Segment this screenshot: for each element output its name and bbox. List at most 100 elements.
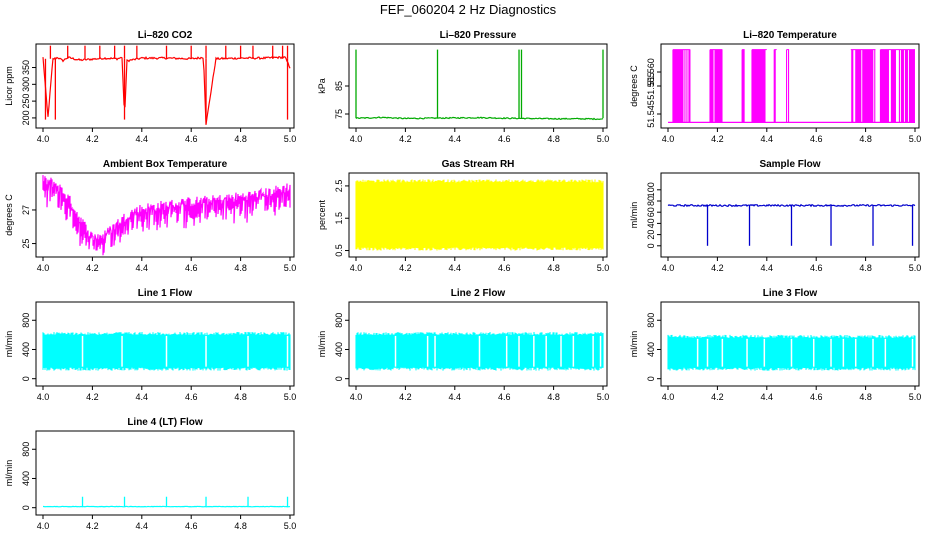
x-tick-label: 4.4 [761, 263, 774, 273]
x-tick-label: 5.0 [909, 263, 922, 273]
x-tick-label: 4.2 [711, 134, 724, 144]
x-tick-label: 4.2 [399, 263, 412, 273]
x-tick-label: 4.4 [136, 392, 149, 402]
x-tick-label: 4.2 [711, 392, 724, 402]
x-tick-label: 4.8 [234, 263, 247, 273]
panel-frame [35, 430, 295, 516]
series-pressure [355, 49, 604, 121]
y-tick-label: 85 [334, 81, 344, 91]
x-tick-label: 4.4 [761, 392, 774, 402]
panel-temp: Li–820 Temperature 4.0 4.2 4.4 4.6 4.8 5.0 51.5… [629, 30, 921, 144]
panel-frame [660, 172, 920, 258]
series-sample [667, 203, 916, 246]
x-tick-label: 5.0 [284, 134, 297, 144]
x-tick-label: 5.0 [909, 134, 922, 144]
panel-frame [348, 301, 608, 387]
x-tick-label: 4.0 [350, 392, 363, 402]
y-tick-label: 0 [21, 376, 31, 381]
x-tick-label: 4.8 [234, 392, 247, 402]
series-ambient [42, 175, 291, 256]
panel-frame [35, 43, 295, 129]
panel-frame [35, 172, 295, 258]
y-tick-label: 27 [21, 205, 31, 215]
y-tick-label: 100 [646, 182, 656, 197]
y-tick-label: 51.545 [646, 100, 656, 128]
x-tick-label: 4.4 [449, 392, 462, 402]
series-fill [355, 331, 604, 371]
panel-pressure: Li–820 Pressure 4.0 4.2 4.4 4.6 4.8 5.0 75 85 kPa [317, 30, 609, 144]
panel-title: Line 3 Flow [763, 288, 818, 299]
x-tick-label: 4.0 [662, 392, 675, 402]
y-tick-label: 0 [334, 376, 344, 381]
x-tick-label: 4.6 [185, 134, 198, 144]
series-rh [355, 179, 604, 251]
x-tick-label: 4.4 [449, 263, 462, 273]
x-tick-label: 4.6 [498, 134, 511, 144]
temperature-band [851, 49, 876, 123]
y-axis-label: ml/min [629, 331, 639, 358]
x-tick-label: 4.0 [37, 134, 50, 144]
series-line1 [42, 331, 291, 371]
series-line2 [355, 331, 604, 371]
x-tick-label: 5.0 [597, 263, 610, 273]
x-tick-label: 4.8 [859, 134, 872, 144]
series-co2 [42, 45, 291, 125]
x-tick-label: 4.0 [37, 521, 50, 531]
x-tick-label: 4.6 [810, 134, 823, 144]
x-tick-label: 4.8 [234, 521, 247, 531]
y-tick-label: 800 [646, 313, 656, 328]
panel-ambient: Ambient Box Temperature 4.0 4.2 4.4 4.6 4.8 5.… [4, 159, 296, 273]
y-axis-label: Licor ppm [4, 66, 14, 106]
panel-line2: Line 2 Flow 4.0 4.2 4.4 4.6 4.8 5.0 0 400 800 ml/m… [317, 288, 609, 402]
temperature-band [741, 49, 745, 123]
x-tick-label: 4.6 [498, 263, 511, 273]
x-tick-label: 4.6 [810, 392, 823, 402]
x-tick-label: 4.4 [136, 263, 149, 273]
x-tick-label: 4.6 [185, 521, 198, 531]
y-tick-label: 400 [646, 342, 656, 357]
y-tick-label: 300 [21, 77, 31, 92]
y-tick-label: 25 [21, 239, 31, 249]
panel-title: Line 1 Flow [138, 288, 193, 299]
y-tick-label: 400 [21, 471, 31, 486]
x-tick-label: 4.6 [810, 263, 823, 273]
y-tick-label: 75 [334, 109, 344, 119]
x-tick-label: 4.2 [711, 263, 724, 273]
x-tick-label: 5.0 [284, 263, 297, 273]
x-tick-label: 4.4 [136, 134, 149, 144]
y-axis-label: ml/min [4, 460, 14, 487]
figure-title: FEF_060204 2 Hz Diagnostics [379, 2, 557, 17]
y-axis-label: percent [317, 199, 327, 230]
panel-frame [660, 301, 920, 387]
panel-title: Sample Flow [759, 159, 820, 170]
y-tick-label: 400 [21, 342, 31, 357]
series-line3 [667, 334, 916, 371]
temperature-band [786, 49, 790, 123]
x-tick-label: 4.0 [37, 263, 50, 273]
y-tick-label: 350 [21, 60, 31, 75]
panel-frame [35, 301, 295, 387]
panel-frame [348, 43, 608, 129]
panel-title: Line 4 (LT) Flow [127, 417, 203, 428]
y-tick-label: 200 [21, 110, 31, 125]
x-tick-label: 4.4 [761, 134, 774, 144]
panel-title: Ambient Box Temperature [103, 159, 228, 170]
series-line [42, 55, 291, 125]
y-axis-label: ml/min [629, 202, 639, 229]
panel-line1: Line 1 Flow 4.0 4.2 4.4 4.6 4.8 5.0 0 400 800 ml/m… [4, 288, 296, 402]
x-tick-label: 5.0 [909, 392, 922, 402]
y-tick-label: 400 [334, 342, 344, 357]
x-tick-label: 4.8 [859, 263, 872, 273]
x-tick-label: 4.4 [449, 134, 462, 144]
panel-title: Li–820 Pressure [440, 30, 517, 41]
series-temp [668, 49, 915, 124]
y-tick-label: 0 [646, 243, 656, 248]
temperature-band [879, 49, 915, 123]
x-tick-label: 4.2 [399, 134, 412, 144]
temperature-band [773, 49, 776, 123]
x-tick-label: 4.8 [547, 392, 560, 402]
x-tick-label: 4.0 [350, 263, 363, 273]
y-tick-label: 0 [21, 505, 31, 510]
